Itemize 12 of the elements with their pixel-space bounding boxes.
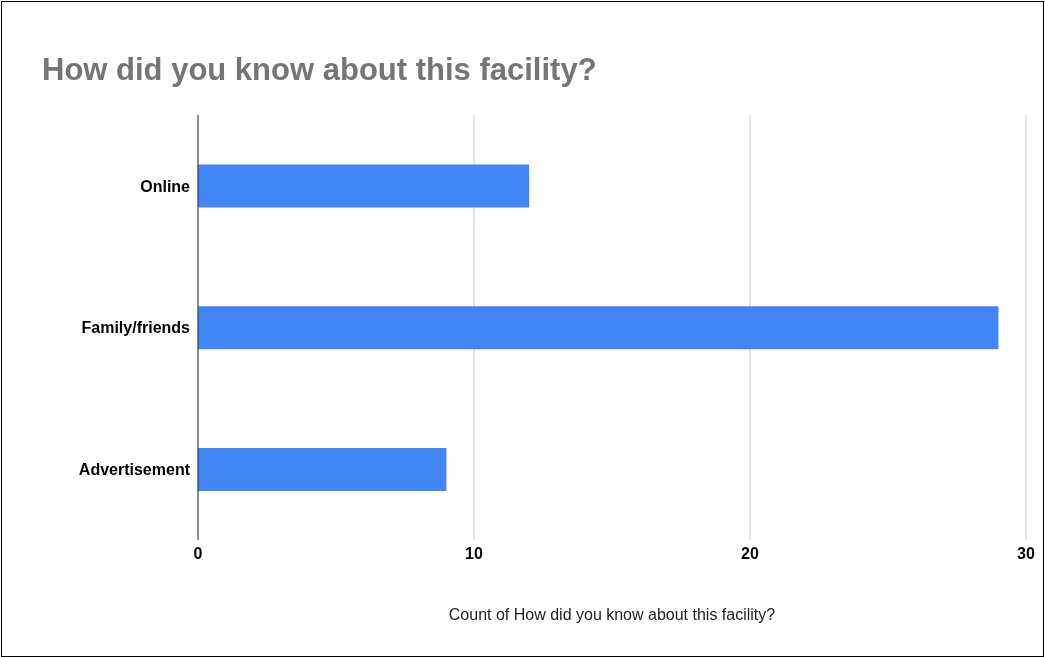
x-tick-label: 10: [465, 545, 483, 563]
bar: [198, 447, 447, 491]
x-tick-label: 30: [1017, 545, 1035, 563]
chart-title: How did you know about this facility?: [42, 52, 597, 88]
y-tick-label: Online: [140, 177, 191, 195]
x-axis-title: Count of How did you know about this facility?: [448, 606, 776, 623]
y-tick-label: Advertisement: [78, 460, 191, 478]
x-tick-label: 0: [193, 545, 203, 563]
bar: [198, 164, 530, 208]
y-tick-label: Family/friends: [81, 319, 191, 337]
x-tick-label: 20: [741, 545, 759, 563]
bar: [198, 306, 999, 350]
